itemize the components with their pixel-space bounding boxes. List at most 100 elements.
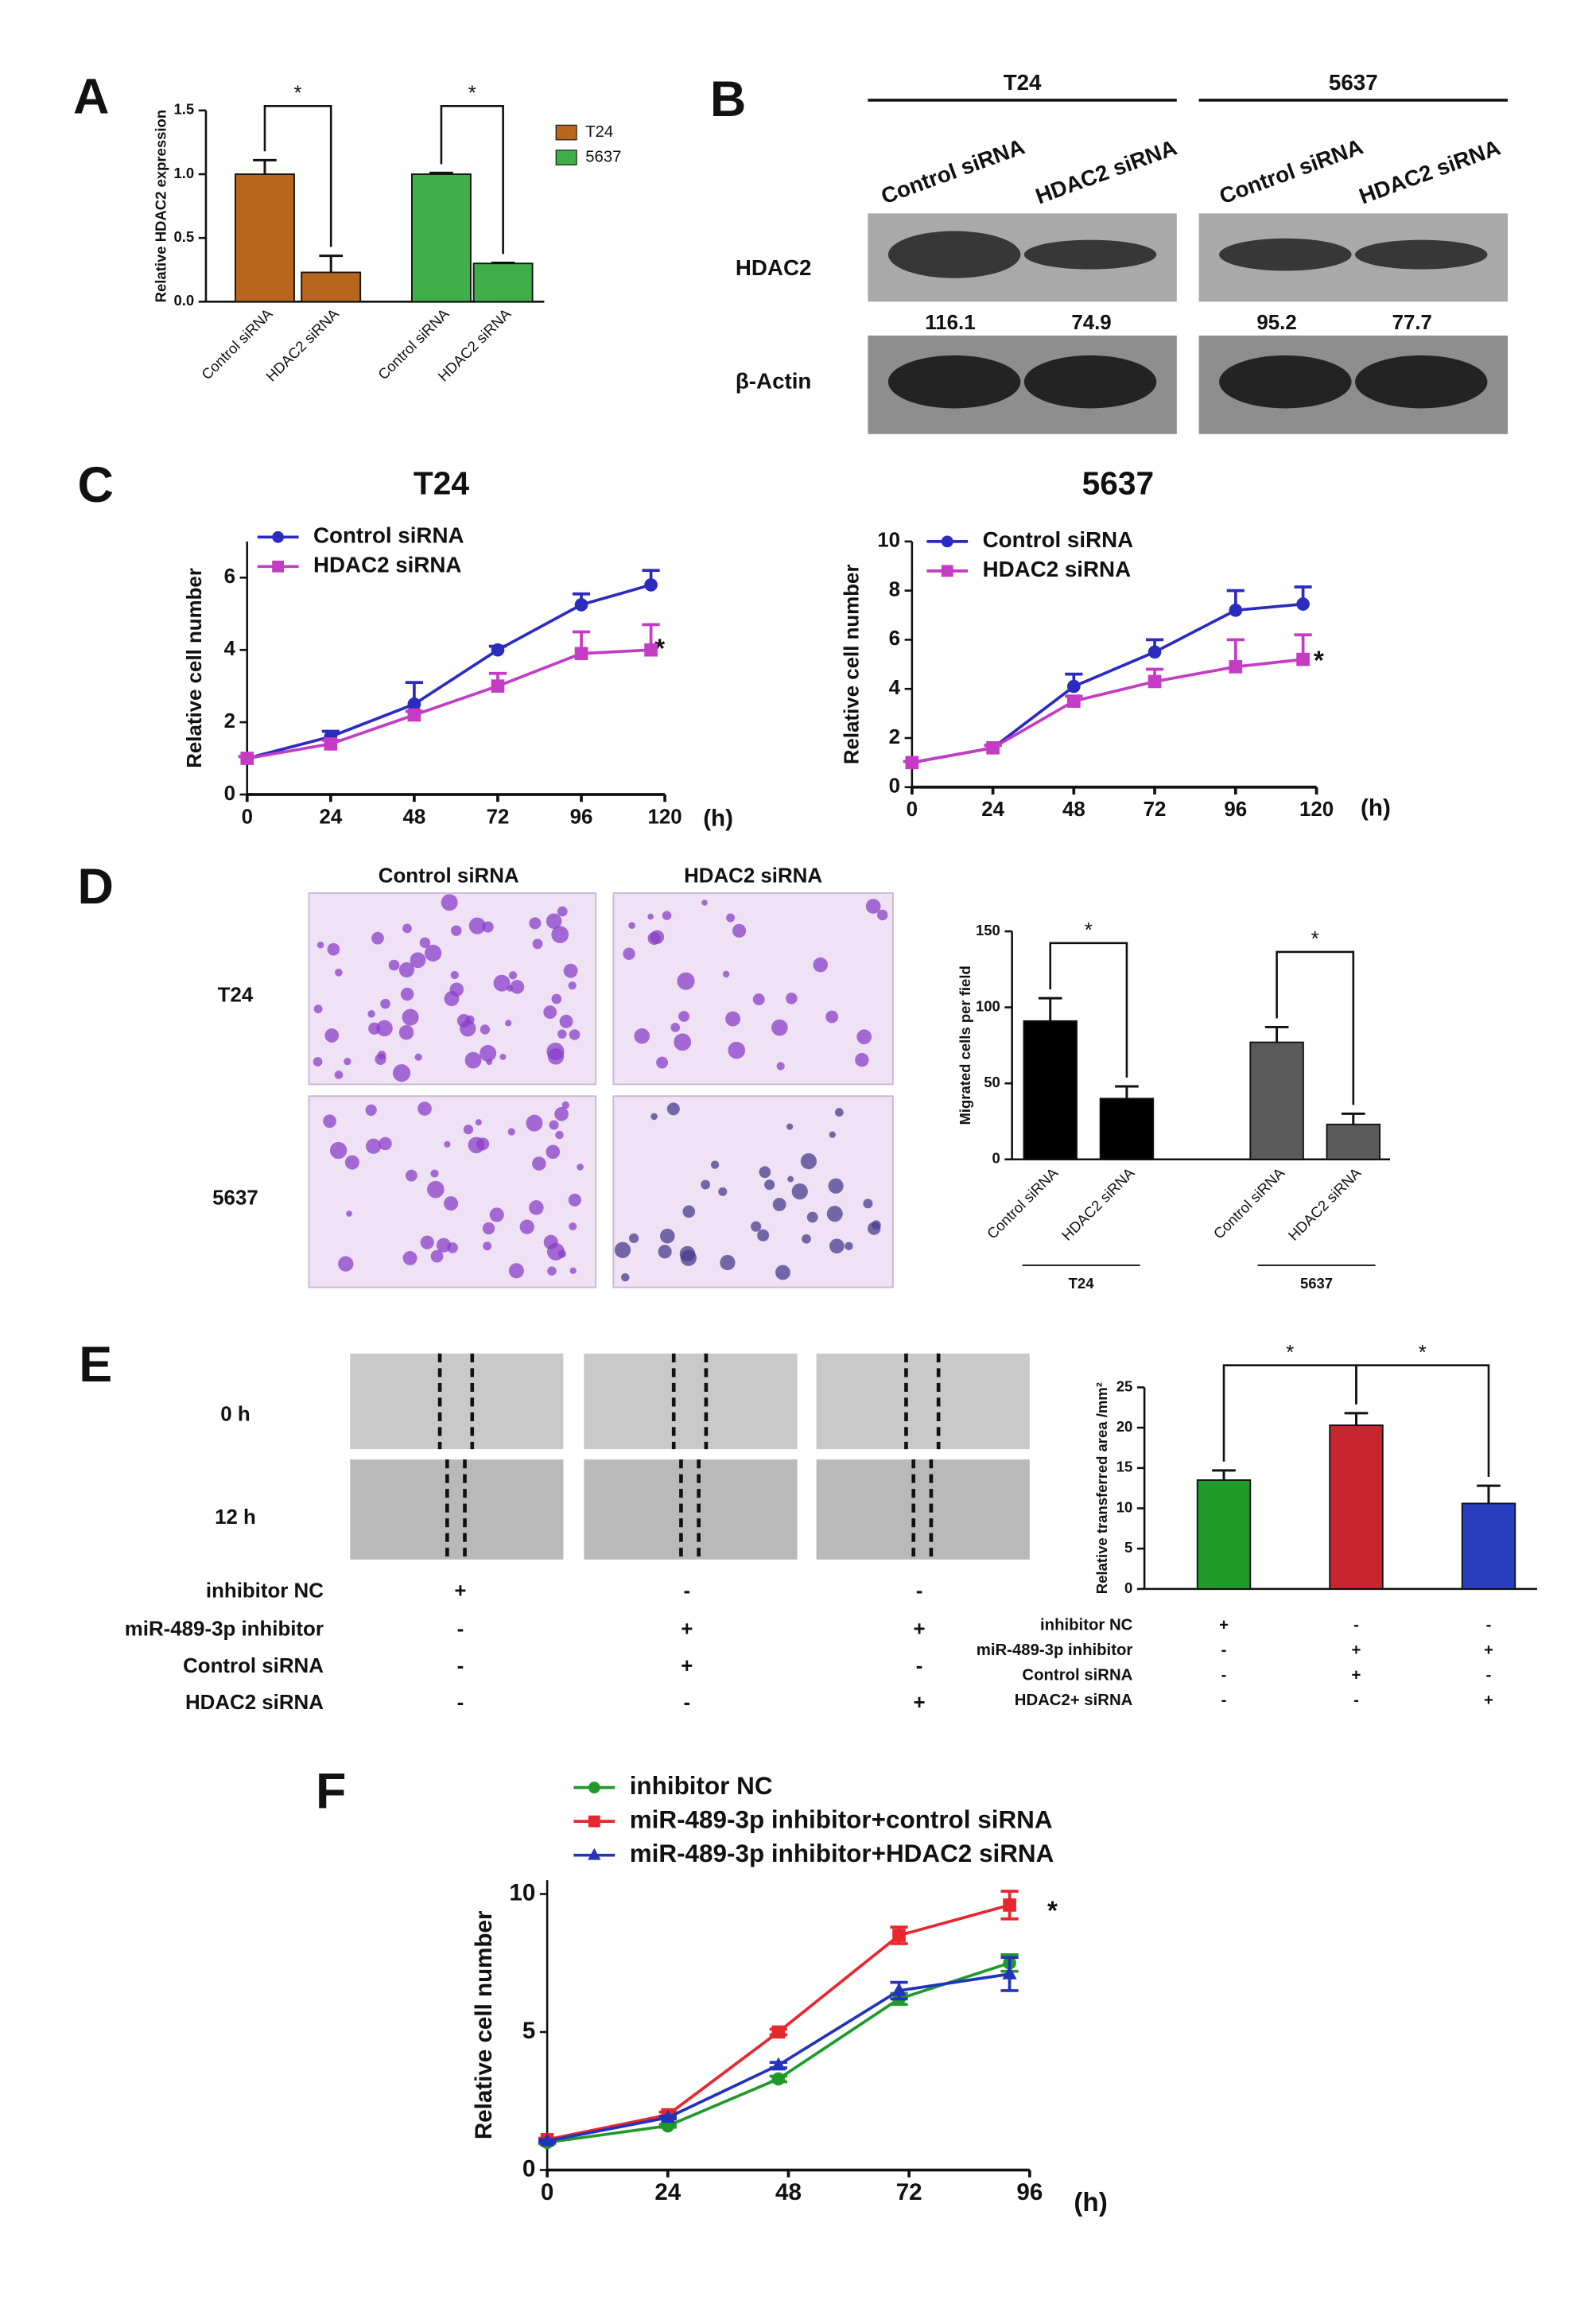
y-axis-label: Migrated cells per field	[957, 966, 973, 1125]
cell-stain	[813, 957, 829, 973]
cell-stain	[725, 1011, 741, 1027]
significance-bracket	[1049, 942, 1128, 1078]
cell-stain	[367, 1010, 375, 1018]
y-axis-label: Relative transferred area /mm²	[1093, 1382, 1110, 1594]
data-point	[407, 697, 421, 711]
quantification: 77.7	[1392, 312, 1432, 334]
legend-label: inhibitor NC	[630, 1772, 773, 1800]
y-tick-label: 4	[224, 638, 236, 660]
cell-stain	[771, 1019, 788, 1036]
cell-stain	[507, 985, 514, 992]
group-label: 5637	[1300, 1275, 1333, 1292]
series-line	[247, 583, 652, 760]
cell-stain	[752, 993, 765, 1006]
cell-stain	[629, 1233, 639, 1244]
cell-stain	[529, 1200, 544, 1215]
cell-stain	[662, 911, 672, 920]
condition-sign: +	[681, 1618, 693, 1641]
cell-stain	[400, 987, 414, 1001]
blot-group-label: 5637	[1329, 70, 1378, 95]
cell-stain	[505, 1020, 512, 1027]
condition-sign: +	[914, 1618, 926, 1641]
x-axis-label: (h)	[1074, 2188, 1108, 2217]
chart-title: 5637	[1082, 464, 1155, 501]
cell-stain	[489, 1207, 504, 1222]
blot-band	[887, 355, 1021, 409]
data-point	[588, 1847, 601, 1860]
cell-stain	[557, 1029, 567, 1039]
cell-stain	[728, 1041, 746, 1059]
bar	[1099, 1098, 1155, 1160]
cell-stain	[444, 1140, 451, 1148]
cell-stain	[787, 1175, 794, 1183]
x-tick-label: 48	[1062, 798, 1085, 821]
significance-bracket	[1355, 1364, 1490, 1478]
cell-stain	[480, 1024, 491, 1035]
cell-stain	[463, 1125, 474, 1135]
cell-stain	[677, 972, 695, 990]
data-point	[1296, 652, 1310, 666]
x-tick-label: 96	[1016, 2179, 1043, 2205]
cell-stain	[402, 1251, 417, 1265]
bar	[235, 173, 295, 303]
y-tick-label: 2	[224, 710, 235, 732]
cell-stain	[623, 947, 635, 960]
cell-stain	[420, 1235, 434, 1249]
cell-stain	[468, 917, 486, 934]
bar	[301, 271, 362, 303]
blot-band	[887, 231, 1021, 278]
cell-stain	[532, 1156, 546, 1171]
legend-label: Control siRNA	[983, 527, 1134, 552]
condition-sign: -	[1221, 1692, 1227, 1709]
cell-stain	[720, 1254, 736, 1271]
x-axis-label: (h)	[1361, 795, 1391, 821]
cell-stain	[569, 1222, 577, 1231]
annotation: *	[1085, 919, 1093, 942]
annotation: *	[1286, 1342, 1294, 1364]
x-tick-label: 120	[1299, 798, 1334, 821]
cell-stain	[379, 1136, 392, 1151]
wound-image	[816, 1353, 1030, 1450]
cell-stain	[475, 1119, 482, 1126]
bar	[1023, 1020, 1078, 1160]
x-axis-label: (h)	[703, 805, 733, 831]
cell-stain	[377, 1051, 386, 1060]
quantification: 74.9	[1071, 312, 1111, 334]
data-point	[1067, 694, 1081, 708]
cell-stain	[863, 1199, 873, 1209]
cell-stain	[568, 981, 577, 990]
condition-sign: -	[457, 1655, 464, 1677]
cell-stain	[424, 944, 442, 962]
cell-stain	[402, 923, 412, 934]
wound-row-label: 0 h	[220, 1403, 250, 1425]
cell-stain	[726, 913, 736, 923]
legend-label: 5637	[585, 148, 621, 165]
cell-stain	[508, 971, 518, 980]
cell-stain	[568, 1193, 581, 1206]
significance-bracket	[263, 105, 332, 247]
cell-stain	[845, 1241, 853, 1251]
cell-stain	[547, 1266, 557, 1276]
data-point	[574, 647, 588, 661]
error-bar	[1344, 1412, 1369, 1426]
y-tick-label: 20	[1116, 1418, 1133, 1435]
annotation: *	[1047, 1897, 1058, 1926]
data-point	[324, 737, 338, 751]
group-label: T24	[1069, 1275, 1095, 1292]
cell-stain	[800, 1153, 817, 1170]
cell-stain	[410, 952, 426, 969]
cell-stain	[313, 1057, 323, 1067]
micrograph-column-label: HDAC2 siRNA	[684, 864, 822, 887]
condition-sign: -	[1353, 1692, 1359, 1709]
cell-stain	[460, 1020, 476, 1037]
cell-stain	[551, 993, 562, 1004]
condition-label: inhibitor NC	[1040, 1617, 1133, 1634]
cell-stain	[476, 1137, 490, 1151]
y-tick-label: 1.5	[173, 101, 194, 118]
cell-stain	[546, 1043, 565, 1061]
y-tick-label: 0	[224, 783, 235, 805]
cell-stain	[380, 998, 390, 1009]
y-tick-label: 0.0	[173, 292, 194, 309]
data-point	[891, 1982, 907, 1996]
